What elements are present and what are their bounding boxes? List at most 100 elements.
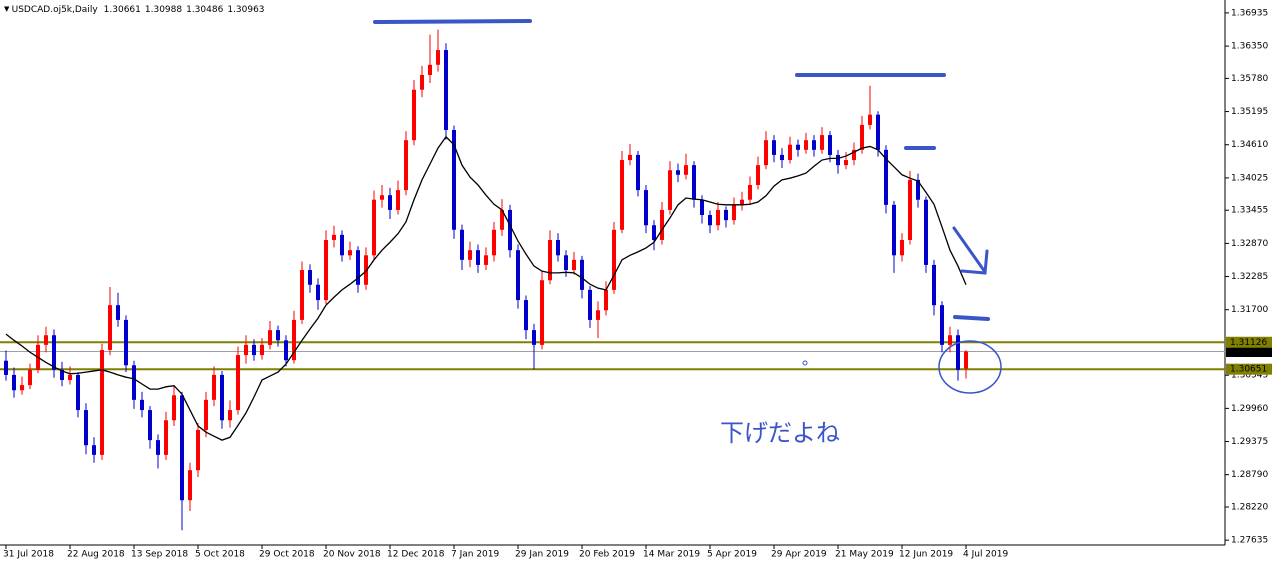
candle-body (220, 374, 224, 421)
level-line-label: 1.30651 (1230, 365, 1267, 375)
candle-body (68, 374, 72, 381)
candle-body (916, 179, 920, 200)
candle-body (580, 259, 584, 290)
candle-body (564, 255, 568, 271)
y-tick-label: 1.35780 (1231, 74, 1268, 84)
candle-body (452, 129, 456, 230)
y-tick-label: 1.34025 (1231, 173, 1268, 183)
drawings (373, 19, 1002, 394)
candle-body (484, 255, 488, 265)
y-tick-label: 1.27635 (1231, 536, 1268, 546)
candle-body (740, 199, 744, 205)
candle-body (124, 319, 128, 366)
candle-body (884, 149, 888, 205)
candle-body (500, 209, 504, 230)
x-tick-label: 20 Nov 2018 (323, 550, 381, 560)
candle-body (924, 199, 928, 265)
x-tick-label: 13 Sep 2018 (131, 550, 188, 560)
y-tick-label: 1.29960 (1231, 404, 1268, 414)
circle-marker (938, 340, 1002, 394)
y-tick-label: 1.36935 (1231, 8, 1268, 18)
candle-body (820, 135, 824, 150)
candle-body (516, 250, 520, 301)
candle-body (948, 335, 952, 345)
candle-body (444, 50, 448, 130)
candle-body (244, 344, 248, 356)
candle-body (772, 140, 776, 155)
candle-body (364, 255, 368, 285)
candle-body (92, 445, 96, 455)
x-tick-label: 22 Aug 2018 (67, 550, 125, 560)
moving-average (5, 135, 967, 441)
candle-body (356, 250, 360, 285)
candle-body (388, 195, 392, 210)
x-tick-label: 29 Jan 2019 (515, 550, 569, 560)
arrow-shaft (952, 226, 987, 274)
x-tick-label: 12 Jun 2019 (899, 550, 953, 560)
candle-body (932, 264, 936, 306)
menu-icon: ▼ (4, 5, 12, 13)
candle-body (156, 440, 160, 455)
candle-body (780, 154, 784, 161)
candle-body (828, 135, 832, 155)
header-open: 1.30661 (104, 5, 141, 15)
candle-body (748, 184, 752, 200)
candle-body (644, 190, 648, 226)
candle-body (796, 144, 800, 150)
x-tick-label: 29 Apr 2019 (771, 550, 827, 560)
header-low: 1.30486 (186, 5, 223, 15)
candle-body (468, 250, 472, 260)
candle-body (12, 374, 16, 391)
candle-body (588, 289, 592, 320)
candle-body (76, 374, 80, 411)
candle-body (724, 209, 728, 221)
level-line-tag (1226, 336, 1272, 348)
y-tick-label: 1.30545 (1231, 371, 1268, 381)
candle-body (308, 270, 312, 285)
y-tick-label: 1.28790 (1231, 470, 1268, 480)
candle-body (460, 229, 464, 260)
candle-body (548, 239, 552, 281)
header-high: 1.30988 (145, 5, 182, 15)
candle-body (892, 204, 896, 256)
candle-body (332, 234, 336, 240)
candle-body (284, 340, 288, 361)
candle-body (652, 225, 656, 240)
candle-body (756, 165, 760, 185)
dot-marker (802, 360, 808, 366)
candle-body (268, 330, 272, 345)
candle-body (236, 355, 240, 411)
candle-body (348, 250, 352, 256)
candle-body (708, 215, 712, 226)
candle-body (60, 369, 64, 381)
resistance-line (953, 315, 990, 321)
candle-body (4, 360, 8, 375)
candle-body (908, 179, 912, 240)
x-tick-label: 21 May 2019 (835, 550, 894, 560)
chart-title: USDCAD.oj5k,Daily (12, 5, 99, 15)
candle-body (196, 429, 200, 471)
candle-body (508, 209, 512, 251)
candle-body (180, 395, 184, 501)
annotation: 下げだよね (720, 419, 840, 447)
candle-body (900, 239, 904, 256)
candle-body (660, 209, 664, 240)
candle-body (228, 410, 232, 421)
y-tick-label: 1.29375 (1231, 437, 1268, 447)
price-line-tag (1226, 346, 1272, 358)
candle-body (52, 335, 56, 370)
candle-body (612, 229, 616, 290)
candle-body (764, 140, 768, 166)
candle-body (620, 160, 624, 230)
y-tick-label: 1.34610 (1231, 140, 1268, 150)
candle-body (100, 349, 104, 455)
candle-body (812, 140, 816, 150)
level-line-label: 1.31126 (1230, 338, 1267, 348)
x-tick-label: 31 Jul 2018 (3, 550, 54, 560)
candle-body (604, 289, 608, 311)
candle-body (396, 190, 400, 210)
candle-body (532, 330, 536, 345)
candle-body (28, 369, 32, 386)
